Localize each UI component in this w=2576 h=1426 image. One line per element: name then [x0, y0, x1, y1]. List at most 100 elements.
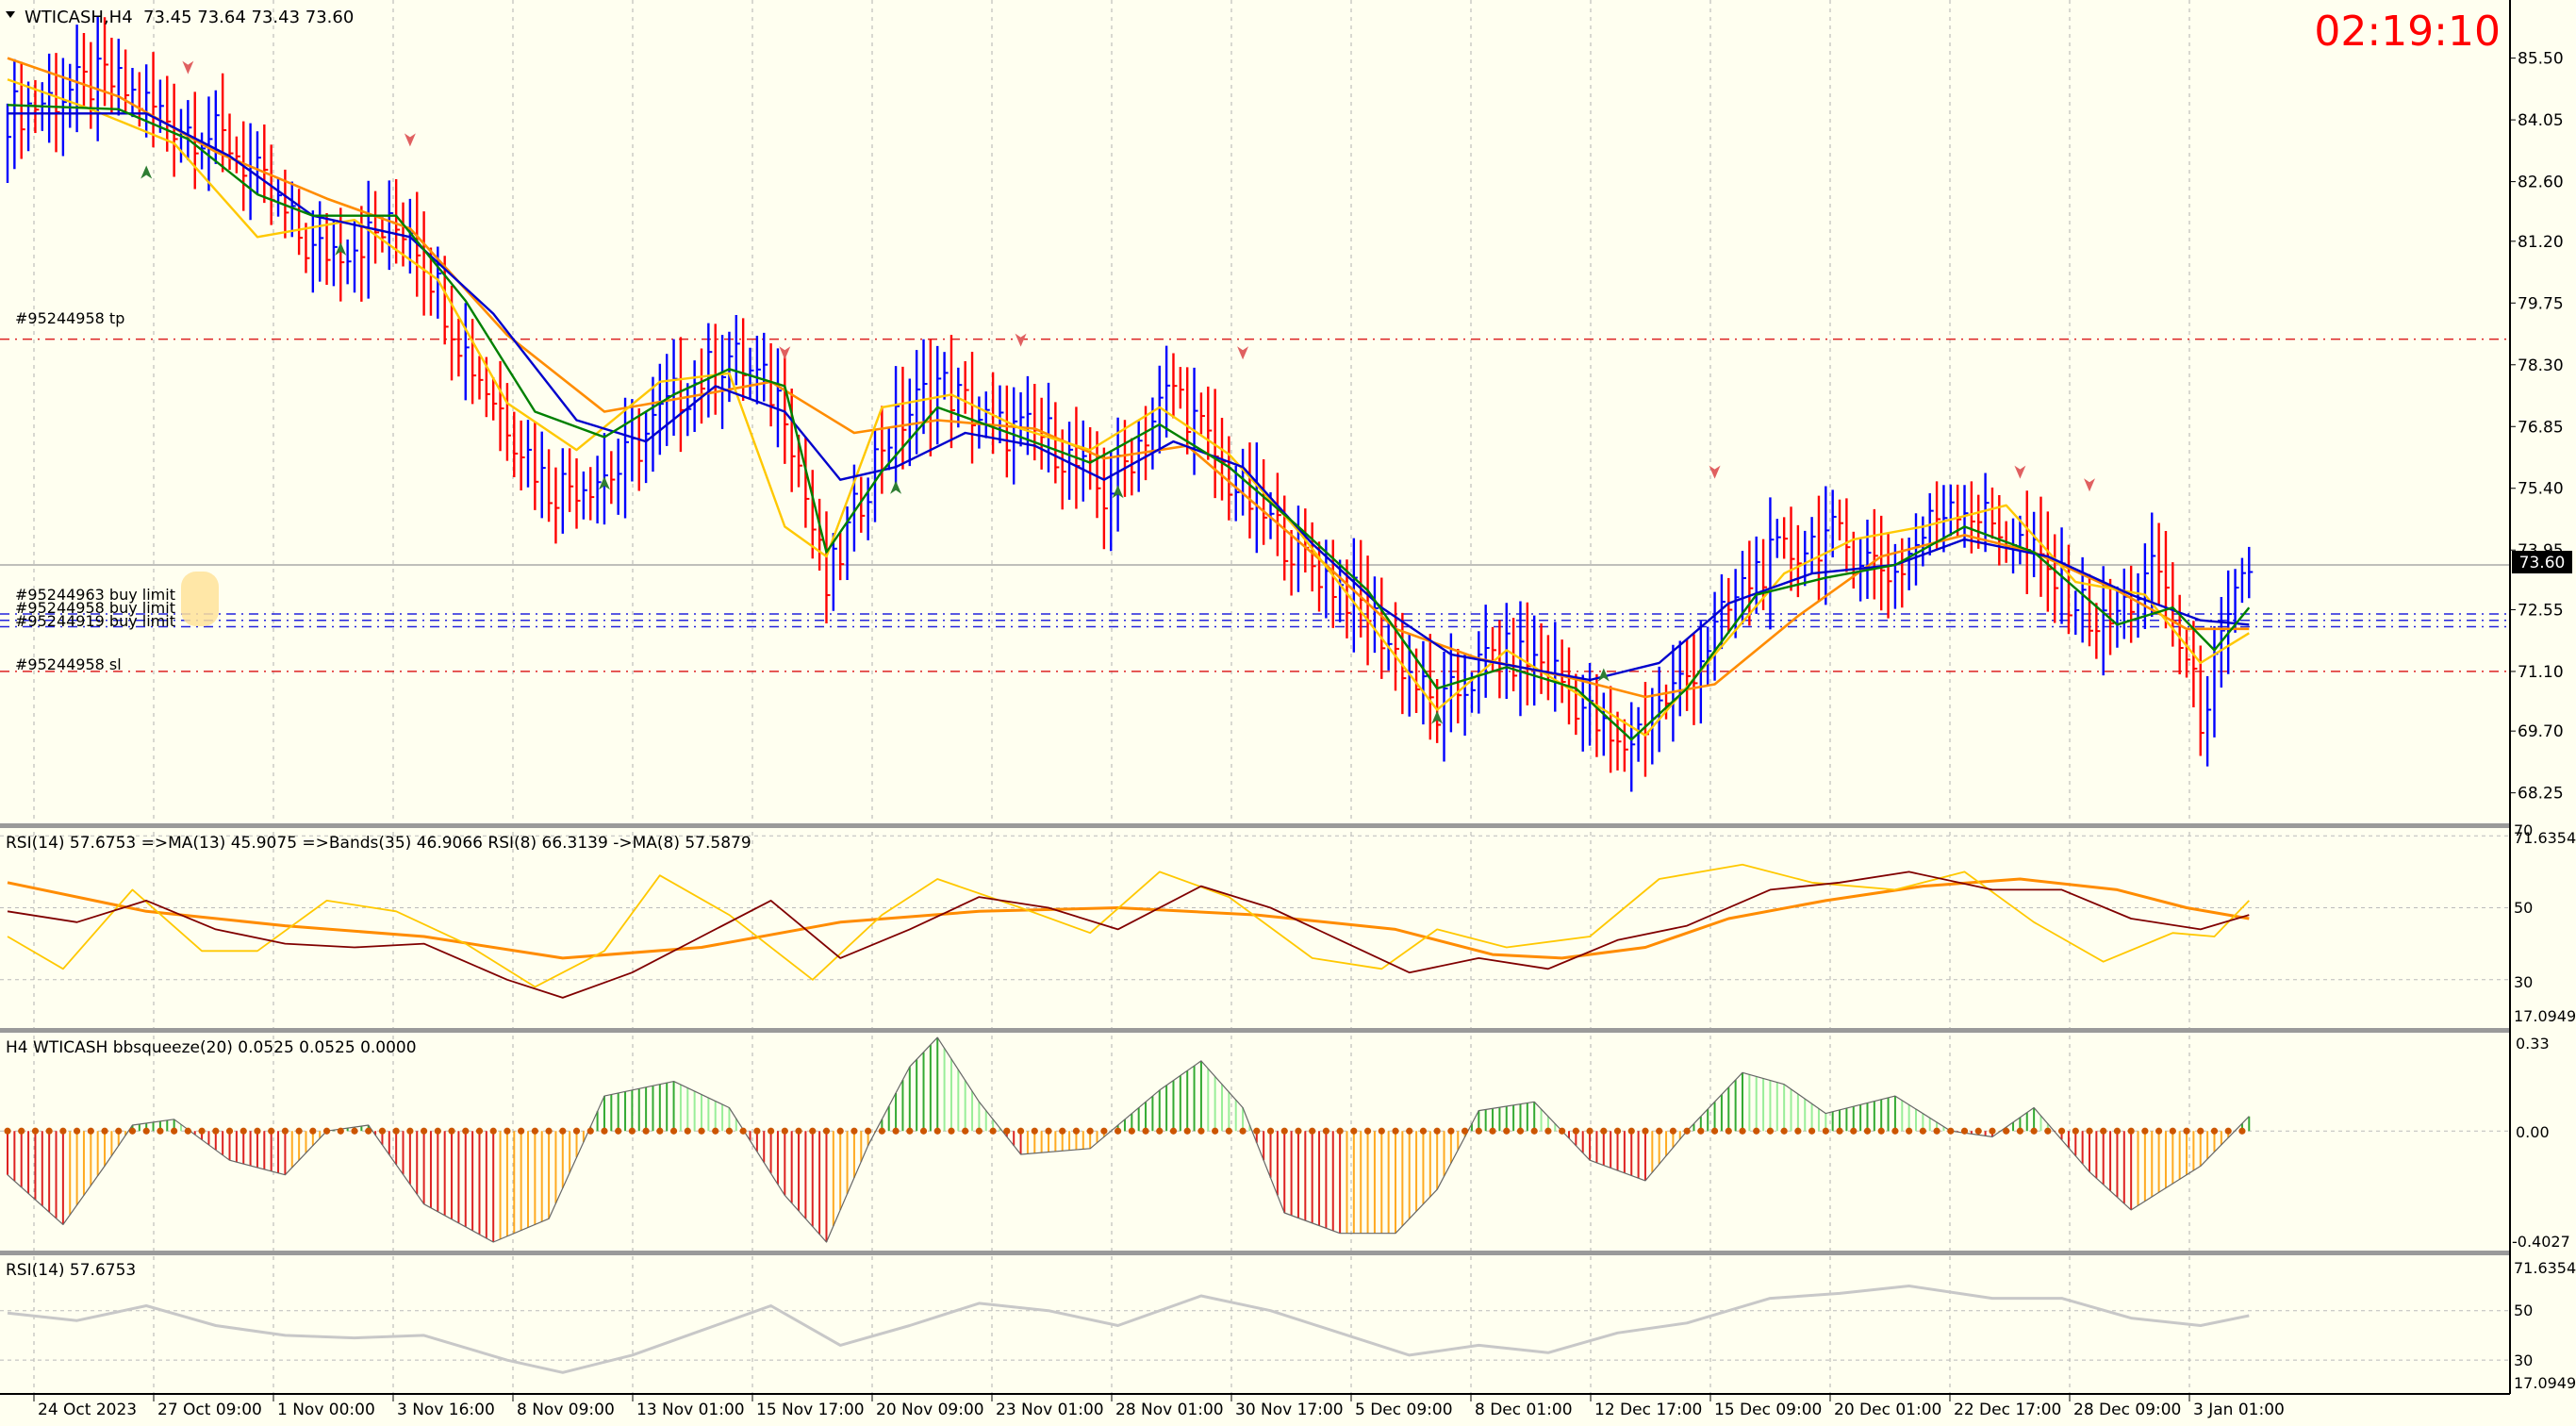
time-tick-label: 8 Dec 01:00: [1475, 1401, 1573, 1419]
squeeze-dot: [1683, 1127, 1691, 1135]
squeeze-dot: [1642, 1127, 1649, 1135]
squeeze-dot: [1947, 1127, 1955, 1135]
squeeze-dot: [18, 1127, 25, 1135]
squeeze-dot: [2238, 1127, 2246, 1135]
price-tick-label: 85.50: [2518, 50, 2564, 69]
squeeze-dot: [1363, 1127, 1372, 1135]
drag-handle-icon[interactable]: [181, 572, 219, 626]
panel-separator[interactable]: [0, 1251, 2510, 1255]
price-tick-label: 82.60: [2518, 174, 2564, 192]
squeeze-dot: [101, 1127, 108, 1135]
symbol-label: WTICASH,H4: [25, 8, 133, 27]
squeeze-dot: [295, 1127, 303, 1135]
rsi-panel-title: RSI(14) 57.6753 =>MA(13) 45.9075 =>Bands…: [6, 834, 751, 853]
squeeze-dot: [462, 1127, 470, 1135]
squeeze-dot: [850, 1127, 858, 1135]
squeeze-outline: [7, 1036, 2250, 1243]
dropdown-triangle-icon[interactable]: [6, 11, 15, 18]
squeeze-dot: [1378, 1127, 1385, 1135]
squeeze-dot: [1266, 1127, 1275, 1135]
squeeze-dot: [504, 1127, 511, 1135]
buy-limit-label[interactable]: #95244963 buy limit: [15, 586, 175, 604]
squeeze-dot: [684, 1127, 691, 1135]
squeeze-dot: [768, 1127, 775, 1135]
squeeze-dot: [448, 1127, 455, 1135]
buy-limit-label[interactable]: #95244958 buy limit: [15, 599, 175, 617]
squeeze-dot: [1086, 1127, 1094, 1135]
squeeze-dot: [268, 1127, 275, 1135]
squeeze-dot: [2183, 1127, 2190, 1135]
rsi-indicator: [7, 863, 2250, 999]
squeeze-dot: [1197, 1127, 1205, 1135]
signal-arrows: [140, 60, 2095, 724]
order-level-lines[interactable]: [0, 338, 2510, 672]
squeeze-dot: [1627, 1127, 1635, 1135]
squeeze-dot: [489, 1127, 497, 1135]
squeeze-dot: [1919, 1127, 1926, 1135]
squeeze-dot: [698, 1127, 705, 1135]
squeeze-dot: [615, 1127, 622, 1135]
rsi-axis-label: 71.6354: [2514, 829, 2576, 847]
tp-order-label[interactable]: #95244958 tp: [15, 309, 124, 327]
squeeze-dot: [1739, 1127, 1746, 1135]
squeeze-dot: [809, 1127, 817, 1135]
price-tick-label: 79.75: [2518, 294, 2564, 313]
time-tick-label: 20 Nov 09:00: [876, 1401, 984, 1419]
squeeze-dot: [795, 1127, 802, 1135]
squeeze-dot: [2057, 1127, 2066, 1135]
rsi-bands-line: [7, 877, 2250, 960]
squeeze-dot: [1239, 1127, 1247, 1135]
squeeze-dot: [1031, 1127, 1038, 1135]
panel-separator[interactable]: [0, 823, 2510, 828]
panel-separator[interactable]: [0, 1028, 2510, 1033]
time-tick-label: 5 Dec 09:00: [1355, 1401, 1453, 1419]
squeeze-dot: [962, 1127, 969, 1135]
squeeze-dot: [392, 1127, 400, 1135]
price-bars: [6, 16, 2254, 792]
squeeze-axis-label: 0.33: [2516, 1035, 2550, 1053]
price-tick-label: 68.25: [2518, 785, 2564, 804]
sl-order-label[interactable]: #95244958 sl: [15, 655, 122, 673]
buy-signal-arrow: [1112, 485, 1124, 499]
squeeze-dot: [254, 1127, 261, 1135]
moving-averages: [7, 57, 2251, 741]
squeeze-dot: [1697, 1127, 1705, 1135]
squeeze-dot: [836, 1127, 844, 1135]
buy-signal-arrow: [140, 165, 153, 179]
squeeze-dot: [378, 1127, 387, 1135]
squeeze-dot: [1906, 1127, 1913, 1135]
squeeze-dot: [1753, 1127, 1760, 1135]
squeeze-dot: [518, 1127, 525, 1135]
squeeze-dot: [572, 1127, 581, 1135]
bbsqueeze-indicator: [4, 1036, 2251, 1243]
rsi-axis-label: 50: [2514, 899, 2533, 917]
squeeze-dot: [171, 1127, 178, 1135]
squeeze-dot: [1169, 1127, 1178, 1135]
squeeze-dot: [2044, 1127, 2052, 1135]
squeeze-dot: [1225, 1127, 1232, 1135]
sell-signal-arrow: [2084, 478, 2095, 492]
squeeze-dot: [1059, 1127, 1066, 1135]
price-tick-label: 78.30: [2518, 356, 2564, 375]
squeeze-dot: [975, 1127, 983, 1135]
squeeze-dot: [1419, 1127, 1428, 1135]
buy-signal-arrow: [335, 241, 347, 256]
squeeze-dot: [1544, 1127, 1552, 1135]
price-tick-label: 84.05: [2518, 111, 2564, 130]
squeeze-dot: [365, 1127, 372, 1135]
squeeze-dot: [212, 1127, 220, 1135]
sell-signal-arrow: [779, 346, 791, 360]
squeeze-dot: [225, 1127, 234, 1135]
squeeze-dot: [2127, 1127, 2135, 1135]
squeeze-dot: [781, 1127, 788, 1135]
buy-limit-label[interactable]: #95244919 buy limit: [15, 612, 175, 630]
rsi2-axis-label: 17.0949: [2514, 1374, 2576, 1392]
squeeze-dot: [309, 1127, 317, 1135]
squeeze-dot: [1656, 1127, 1663, 1135]
squeeze-dot: [1933, 1127, 1940, 1135]
squeeze-dot: [2086, 1127, 2093, 1135]
rsi2-panel-title: RSI(14) 57.6753: [6, 1261, 136, 1280]
price-tick-label: 72.55: [2518, 601, 2564, 620]
